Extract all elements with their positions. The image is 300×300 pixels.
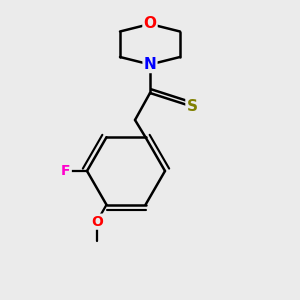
Text: S: S bbox=[187, 99, 197, 114]
Text: F: F bbox=[61, 164, 71, 178]
Text: O: O bbox=[143, 16, 157, 32]
Text: O: O bbox=[91, 215, 103, 229]
Text: N: N bbox=[144, 57, 156, 72]
